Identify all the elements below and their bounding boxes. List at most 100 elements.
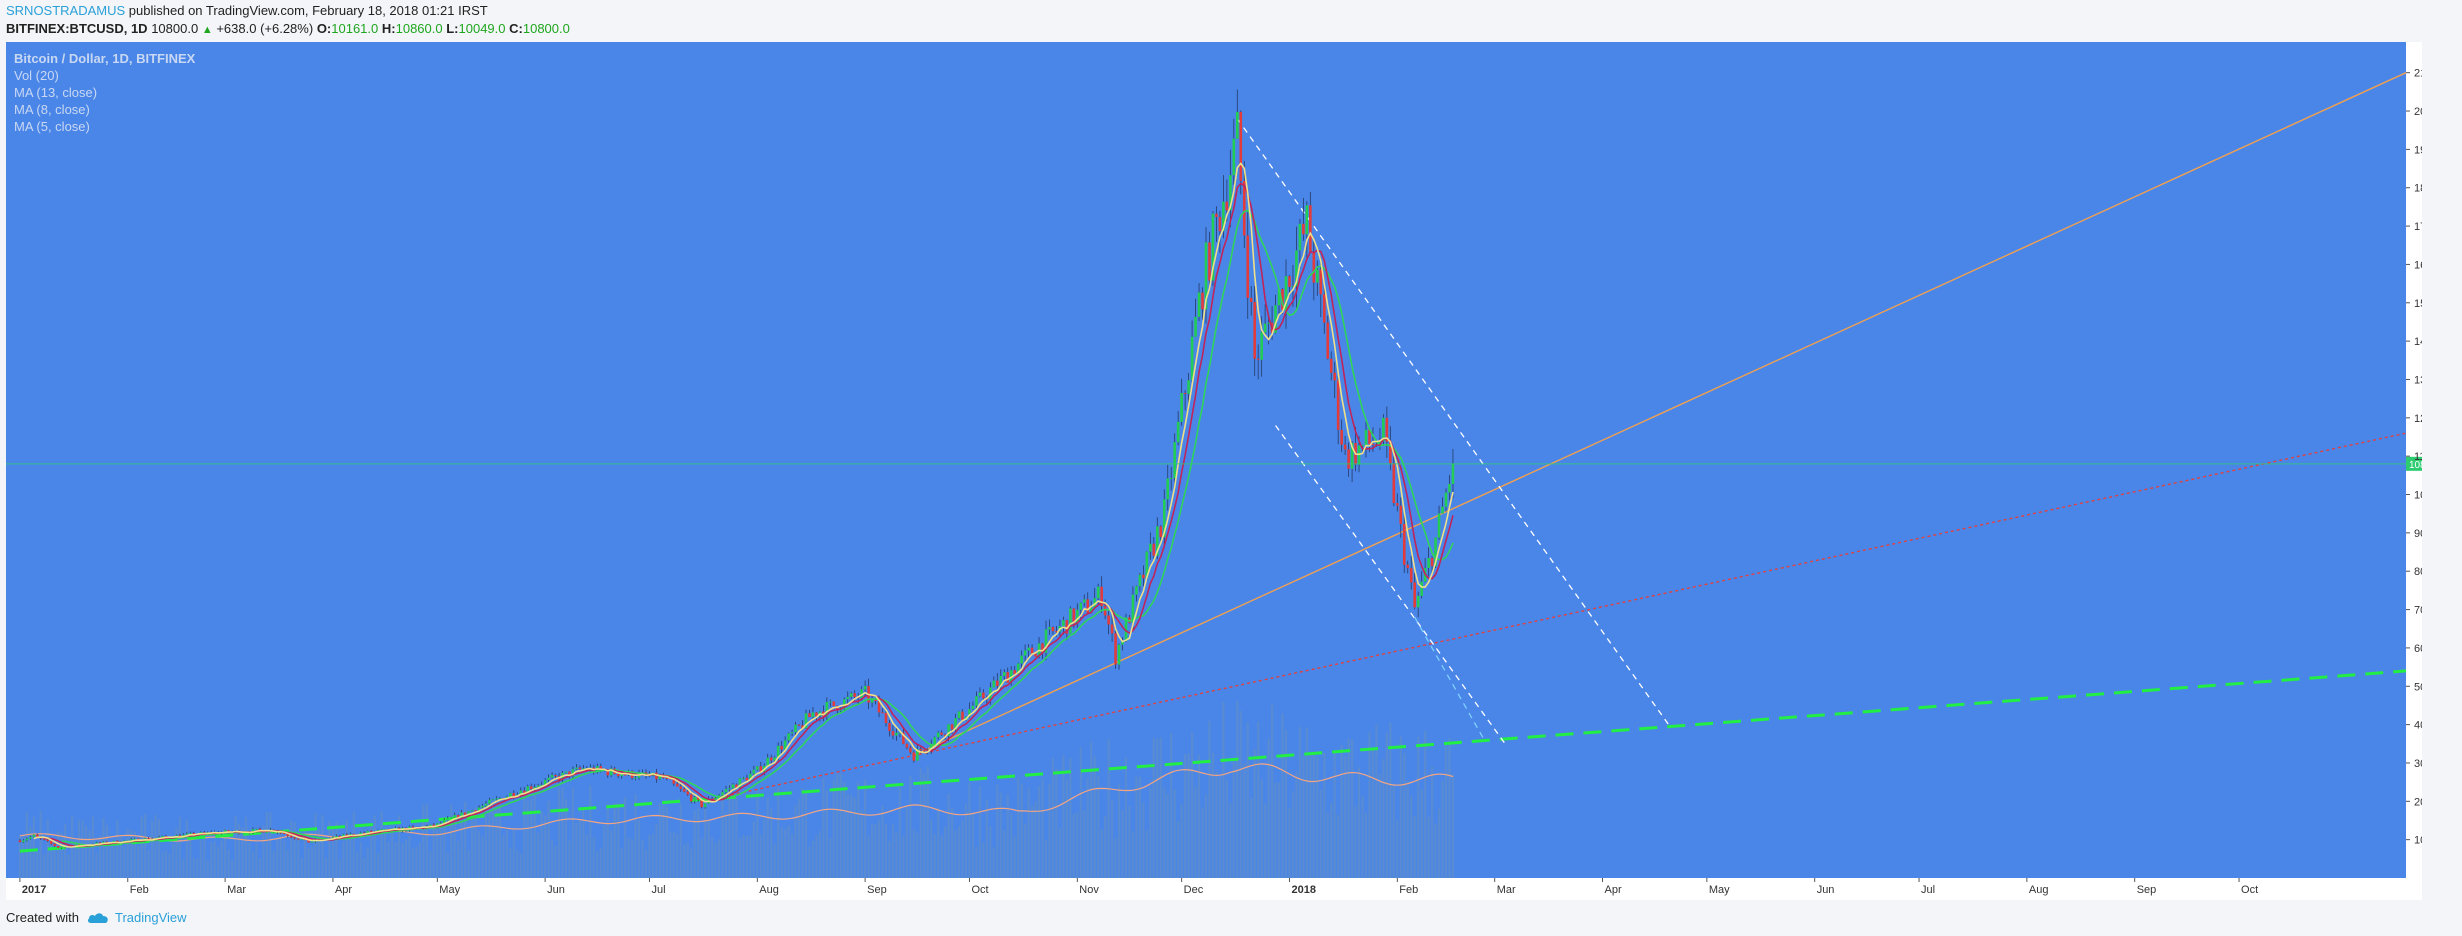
candle-body <box>902 732 905 744</box>
candle-body <box>1361 444 1364 446</box>
candle-body <box>303 839 307 841</box>
volume-bar <box>721 795 724 878</box>
plot-area[interactable] <box>6 42 2406 878</box>
candle-body <box>829 701 832 703</box>
volume-bar <box>843 782 846 878</box>
volume-bar <box>1347 738 1350 878</box>
volume-bar <box>1270 704 1274 878</box>
candle-body <box>1208 242 1211 281</box>
volume-bar <box>161 851 164 878</box>
volume-bar <box>585 834 588 878</box>
candle-body <box>860 689 863 699</box>
volume-bar <box>964 803 968 878</box>
volume-bar <box>84 825 88 878</box>
volume-bar <box>1246 722 1249 878</box>
candle-body <box>432 824 436 827</box>
candle-body <box>582 768 585 770</box>
volume-bar <box>1309 752 1312 878</box>
volume-bar <box>641 840 644 878</box>
candle-body <box>1232 138 1236 176</box>
candle-body <box>1242 180 1246 236</box>
volume-bar <box>697 808 700 878</box>
volume-bar <box>651 834 655 878</box>
volume-bar <box>1333 752 1336 878</box>
volume-bar <box>1003 830 1006 878</box>
candle-body <box>1135 586 1138 595</box>
candle-body <box>345 834 349 837</box>
volume-bar <box>394 842 397 878</box>
candle-body <box>1441 506 1444 514</box>
candle-body <box>1107 615 1110 625</box>
volume-bar <box>345 820 348 878</box>
last-price: 10800.0 <box>151 21 199 36</box>
volume-bar <box>846 794 849 878</box>
volume-bar <box>561 787 564 878</box>
volume-bar <box>1204 794 1208 878</box>
volume-bar <box>836 773 839 878</box>
candle-body <box>533 787 536 789</box>
up-triangle-icon: ▲ <box>201 24 213 36</box>
tradingview-brand[interactable]: TradingView <box>114 910 187 925</box>
candle-body <box>1222 201 1225 232</box>
volume-bar <box>1357 767 1361 878</box>
volume-bar <box>1076 811 1079 878</box>
volume-bar <box>380 811 383 878</box>
volume-bar <box>217 846 220 878</box>
volume-bar <box>1427 816 1430 878</box>
price-chart[interactable]: 10800.0 1000.02000.03000.04000.05000.060… <box>6 42 2454 900</box>
moving-averages <box>33 162 1454 848</box>
ohlc-bar: BITFINEX:BTCUSD, 1D 10800.0 ▲ +638.0 (+6… <box>6 21 570 36</box>
candle-body <box>1277 289 1281 306</box>
candle-body <box>1420 581 1423 596</box>
volume-bar <box>1142 802 1145 878</box>
candle-body <box>1006 672 1010 683</box>
volume-bar <box>630 839 634 878</box>
volume-bar <box>1083 810 1086 878</box>
candle-body <box>957 711 961 719</box>
volume-bar <box>582 808 585 878</box>
volume-bar <box>1323 752 1326 878</box>
tradingview-link[interactable]: TradingView <box>87 910 187 925</box>
trendlines[interactable] <box>19 72 2407 853</box>
volume-bar <box>119 834 122 878</box>
volume-bar <box>1413 815 1416 878</box>
candle-body <box>1229 175 1232 211</box>
volume-bar <box>808 846 811 878</box>
candle-body <box>975 696 978 706</box>
low-value: 10049.0 <box>458 21 506 36</box>
volume-bar <box>450 804 453 878</box>
chart-frame[interactable]: 10800.0 1000.02000.03000.04000.05000.060… <box>6 42 2454 900</box>
candle-body <box>1103 606 1107 616</box>
volume-bar <box>123 846 126 878</box>
candle-body <box>804 713 808 729</box>
candle-body <box>1096 586 1100 599</box>
volume-bar <box>547 800 550 878</box>
candle-body <box>498 798 502 800</box>
volume-bar <box>1222 702 1225 878</box>
candle-body <box>756 766 759 770</box>
volume-bar <box>985 799 988 878</box>
volume-bar <box>293 822 296 878</box>
volume-bar <box>196 858 199 878</box>
candle-body <box>721 792 724 796</box>
candle-body <box>1385 417 1389 442</box>
author-link[interactable]: SRNOSTRADAMUS <box>6 3 126 18</box>
candle-body <box>877 701 881 713</box>
candle-body <box>912 752 916 761</box>
candle-body <box>950 724 954 730</box>
x-axis[interactable]: 2017 Feb Mar Apr May Jun Jul Aug Sep Oct Nov Dec 201… <box>19 878 2258 896</box>
candle-body <box>1062 620 1065 627</box>
candle-body <box>470 810 474 812</box>
volume-bar <box>790 833 794 878</box>
volume-bar <box>1024 824 1027 878</box>
volume-bar <box>898 787 902 878</box>
volume-bar <box>818 830 822 878</box>
volume-bar <box>516 849 519 878</box>
candle-body <box>954 718 957 730</box>
candle-body <box>943 734 947 736</box>
candle-body <box>460 812 463 819</box>
candle-body <box>933 737 936 745</box>
candle-body <box>286 834 290 836</box>
volume-bar <box>735 798 738 878</box>
x-tick-label: Mar <box>227 884 246 896</box>
